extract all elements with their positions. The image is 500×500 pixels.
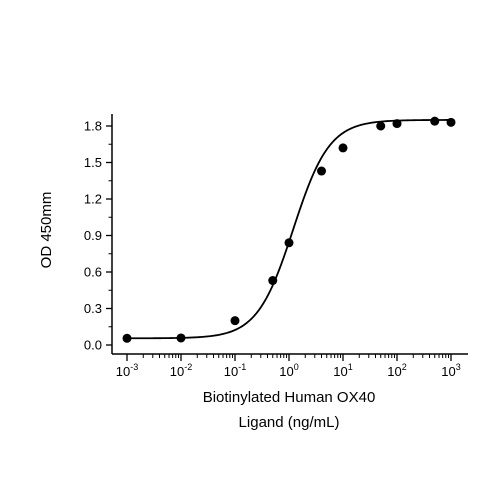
y-tick-label: 0.9: [84, 228, 102, 243]
y-tick-label: 0.3: [84, 301, 102, 316]
axis-labels: OD 450mm Biotinylated Human OX40 Ligand …: [38, 192, 375, 431]
y-tick-label: 0.0: [84, 338, 102, 353]
axes: 0.0 0.3 0.6 0.9 1.2 1.5 1.8 10-3 10-2 10-1 100 101 1…: [84, 114, 468, 379]
x-tick-label: 102: [387, 362, 406, 379]
x-tick-label: 10-1: [224, 362, 246, 379]
data-point: [430, 116, 440, 126]
x-axis-title-line-2: Ligand (ng/mL): [239, 414, 340, 431]
data-point: [317, 166, 327, 176]
y-axis-title: OD 450mm: [38, 192, 55, 269]
x-tick-label: 101: [333, 362, 352, 379]
y-tick-label: 1.8: [84, 119, 102, 134]
x-tick-label: 10-3: [116, 362, 138, 379]
data-point: [284, 238, 294, 248]
data-point: [446, 117, 456, 127]
fit-curve-layer: [126, 119, 451, 340]
data-points-layer: [122, 116, 456, 343]
x-tick-label: 10-2: [170, 362, 192, 379]
y-tick-label: 1.5: [84, 155, 102, 170]
data-point: [268, 276, 278, 286]
data-point: [338, 143, 348, 153]
x-tick-label: 100: [279, 362, 298, 379]
fit-curve: [126, 119, 451, 340]
y-tick-label: 1.2: [84, 192, 102, 207]
data-point: [176, 333, 186, 343]
y-tick-label: 0.6: [84, 265, 102, 280]
x-axis-title-line-1: Biotinylated Human OX40: [203, 389, 376, 406]
data-point: [376, 121, 386, 131]
data-point: [122, 333, 132, 343]
x-tick-label: 103: [441, 362, 460, 379]
data-point: [392, 119, 402, 129]
data-point: [230, 316, 240, 326]
